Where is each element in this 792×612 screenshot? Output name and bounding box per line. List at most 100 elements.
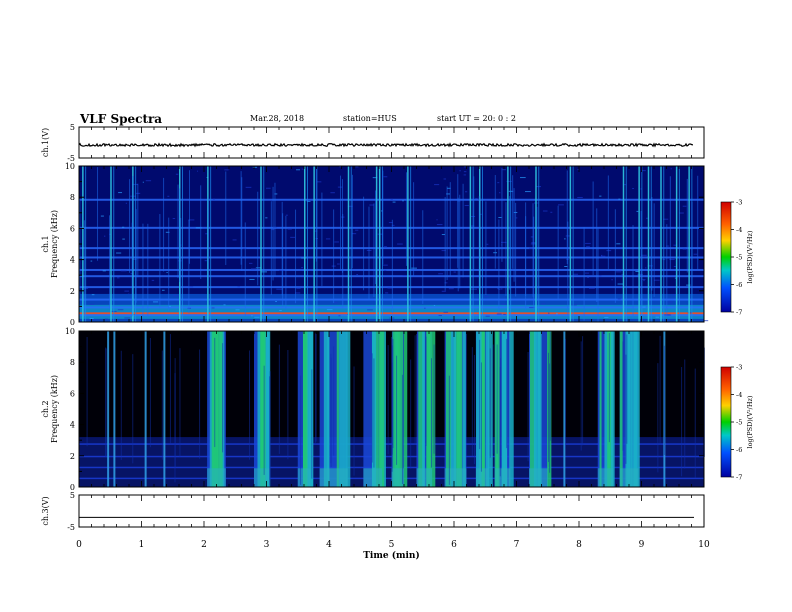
noise-speck xyxy=(599,195,602,197)
noise-speck xyxy=(168,305,171,307)
noise-speck xyxy=(347,205,353,207)
noise-speck xyxy=(497,288,500,290)
emission-strip xyxy=(216,331,223,487)
noise-speck xyxy=(640,188,642,190)
y-tick-label: 0 xyxy=(70,483,75,492)
sferic-line xyxy=(263,365,265,475)
noise-speck xyxy=(89,303,95,305)
colorbar-tick-label: -3 xyxy=(736,364,742,372)
noise-speck xyxy=(355,229,359,231)
noise-speck xyxy=(500,241,507,243)
sferic-line xyxy=(188,219,190,314)
y-tick-label: 2 xyxy=(70,287,75,296)
sferic-line xyxy=(498,219,500,314)
emission-strip xyxy=(445,331,452,487)
noise-speck xyxy=(520,177,526,179)
sferic-line xyxy=(142,223,144,318)
y-tick-label: 4 xyxy=(70,421,75,430)
sferic-line xyxy=(640,211,642,305)
sferic-line xyxy=(479,166,481,322)
sferic-line xyxy=(563,331,566,487)
noise-speck xyxy=(679,212,684,214)
sferic-line xyxy=(505,202,507,296)
noise-speck xyxy=(558,204,564,206)
noise-speck xyxy=(316,181,322,183)
noise-speck xyxy=(577,196,583,198)
sferic-line xyxy=(159,214,161,308)
noise-speck xyxy=(337,263,340,265)
noise-speck xyxy=(496,313,502,315)
sferic-line xyxy=(688,166,690,322)
emission-strip xyxy=(480,331,486,487)
sferic-line xyxy=(210,166,212,322)
noise-speck xyxy=(529,247,533,249)
noise-speck xyxy=(116,252,122,254)
noise-speck xyxy=(211,307,215,309)
sferic-line xyxy=(494,175,496,269)
sferic-line xyxy=(82,166,84,322)
emission-strip xyxy=(422,331,426,487)
emission-strip xyxy=(509,331,514,487)
sferic-line xyxy=(535,166,537,322)
sferic-line xyxy=(448,375,450,485)
emission-strip xyxy=(323,331,329,487)
noise-speck xyxy=(643,280,645,282)
sferic-line xyxy=(515,202,517,297)
sferic-line xyxy=(315,168,317,262)
noise-speck xyxy=(669,259,675,261)
sferic-line xyxy=(663,166,665,322)
noise-speck xyxy=(434,184,440,186)
sferic-line xyxy=(174,358,176,468)
sferic-line xyxy=(565,338,567,449)
noise-speck xyxy=(547,312,550,314)
colorbar xyxy=(720,366,732,478)
noise-speck xyxy=(276,288,282,290)
sferic-line xyxy=(161,350,163,460)
noise-speck xyxy=(132,258,137,260)
waveform-trace xyxy=(78,142,694,148)
noise-speck xyxy=(338,315,341,317)
sferic-line xyxy=(315,332,317,442)
noise-speck xyxy=(90,260,93,262)
sferic-line xyxy=(350,166,352,322)
noise-speck xyxy=(89,318,94,320)
noise-speck xyxy=(457,200,461,202)
noise-speck xyxy=(525,191,531,193)
sferic-line xyxy=(413,182,415,276)
emission-strip xyxy=(450,331,457,487)
noise-speck xyxy=(502,169,507,171)
noise-speck xyxy=(290,236,296,238)
sferic-line xyxy=(149,337,151,448)
waveform-ch1-waveform xyxy=(78,142,694,148)
noise-speck xyxy=(387,287,392,289)
x-tick-label: 2 xyxy=(201,540,207,550)
noise-speck xyxy=(443,178,447,180)
noise-speck xyxy=(383,176,388,178)
noise-speck xyxy=(197,170,199,172)
noise-speck xyxy=(571,304,577,306)
sferic-line xyxy=(270,201,272,295)
noise-speck xyxy=(130,273,133,275)
emission-strip xyxy=(458,331,463,487)
sferic-line xyxy=(105,347,107,457)
noise-speck xyxy=(503,313,506,315)
sferic-line xyxy=(492,344,494,454)
noise-speck xyxy=(392,201,396,203)
sferic-line xyxy=(391,345,393,455)
sferic-line xyxy=(510,166,512,322)
sferic-line xyxy=(300,375,302,485)
sferic-line xyxy=(375,166,378,322)
red-line-band xyxy=(79,312,704,315)
freq-band xyxy=(79,286,704,289)
sferic-line xyxy=(113,166,115,322)
noise-speck xyxy=(600,255,606,257)
sferic-line xyxy=(410,166,412,322)
noise-speck xyxy=(541,303,546,305)
noise-speck xyxy=(145,180,152,182)
sferic-line xyxy=(333,346,335,456)
sferic-line xyxy=(446,186,448,281)
noise-speck xyxy=(674,277,676,279)
sferic-line xyxy=(135,166,137,322)
emission-strip xyxy=(308,331,314,487)
sferic-line xyxy=(333,209,335,304)
